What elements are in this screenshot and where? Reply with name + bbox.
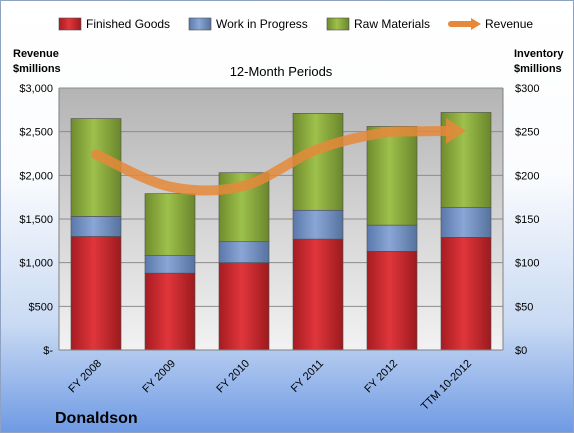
right-tick-label: $300 xyxy=(515,83,539,95)
bar-work-in-progress xyxy=(292,209,344,240)
bar-work-in-progress xyxy=(366,224,418,252)
bar-raw-materials xyxy=(144,193,196,256)
legend: Finished Goods Work in Progress Raw Materi… xyxy=(58,17,533,31)
bars xyxy=(70,112,492,351)
legend-label-raw-materials: Raw Materials xyxy=(354,17,430,31)
bar-work-in-progress xyxy=(144,255,196,274)
revenue-line xyxy=(91,118,466,196)
left-tick-label: $2,000 xyxy=(19,170,53,182)
legend-label-revenue: Revenue xyxy=(485,17,533,31)
right-tick-label: $100 xyxy=(515,258,539,270)
bar-work-in-progress xyxy=(440,207,492,238)
right-tick-label: $0 xyxy=(515,345,527,357)
right-axis-title-line1: Inventory xyxy=(514,48,564,60)
left-tick-label: $500 xyxy=(29,301,53,313)
x-tick-label: FY 2008 xyxy=(66,358,104,396)
right-tick-label: $200 xyxy=(515,170,539,182)
left-tick-label: $- xyxy=(43,345,53,357)
revenue-line-path xyxy=(91,126,451,196)
revenue-arrow-head xyxy=(446,118,466,145)
bar-finished-goods xyxy=(292,238,344,351)
x-tick-label: FY 2011 xyxy=(289,358,326,395)
left-tick-label: $2,500 xyxy=(19,127,53,139)
bar-work-in-progress xyxy=(70,216,122,237)
bar-finished-goods xyxy=(218,262,270,351)
x-tick-label: TTM 10-2012 xyxy=(419,358,474,413)
bar-finished-goods xyxy=(440,237,492,351)
left-tick-label: $3,000 xyxy=(19,83,53,95)
bar-work-in-progress xyxy=(218,241,270,263)
legend-swatch-work-in-progress xyxy=(188,17,212,31)
left-tick-label: $1,500 xyxy=(19,214,53,226)
right-axis-title-line2: $millions xyxy=(514,63,562,75)
legend-swatch-raw-materials xyxy=(326,17,350,31)
right-tick-label: $150 xyxy=(515,214,539,226)
left-axis-title-line1: Revenue xyxy=(13,48,59,60)
right-tick-label: $50 xyxy=(515,301,533,313)
left-axis-title-line2: $millions xyxy=(13,63,61,75)
chart-subtitle: 12-Month Periods xyxy=(230,64,333,79)
x-tick-label: FY 2012 xyxy=(362,358,400,396)
bar-raw-materials xyxy=(366,126,418,226)
legend-swatch-finished-goods xyxy=(58,17,82,31)
left-tick-label: $1,000 xyxy=(19,258,53,270)
bar-finished-goods xyxy=(366,251,418,351)
right-tick-label: $250 xyxy=(515,127,539,139)
bar-finished-goods xyxy=(144,272,196,351)
bar-finished-goods xyxy=(70,236,122,351)
legend-label-finished-goods: Finished Goods xyxy=(86,17,170,31)
company-name: Donaldson xyxy=(55,410,138,427)
x-tick-label: FY 2010 xyxy=(214,358,252,396)
legend-arrow-revenue xyxy=(471,18,481,30)
legend-label-work-in-progress: Work in Progress xyxy=(216,17,308,31)
x-tick-label: FY 2009 xyxy=(140,358,178,396)
